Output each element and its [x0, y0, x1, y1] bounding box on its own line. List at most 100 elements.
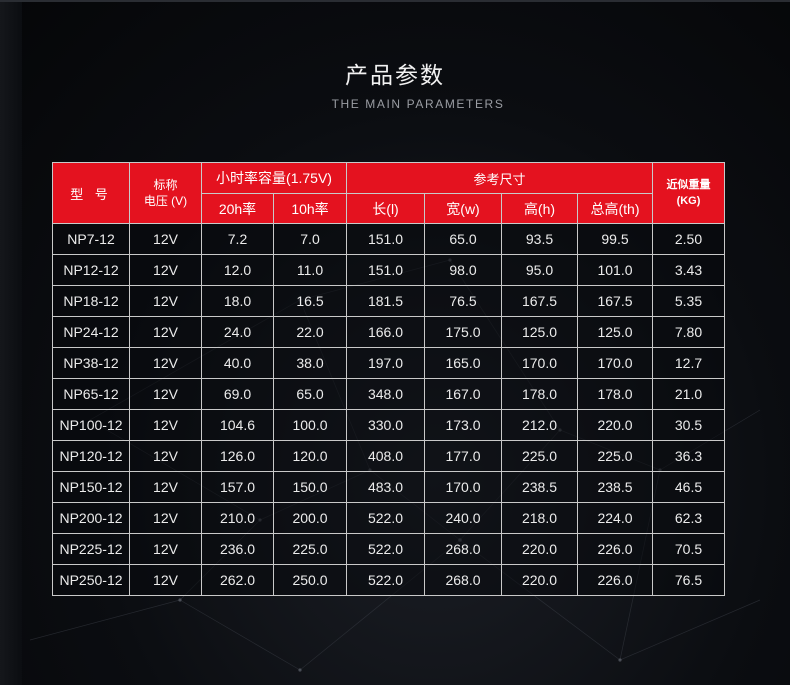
cell-rate20: 12.0 — [201, 254, 274, 286]
cell-length: 522.0 — [346, 502, 425, 534]
cell-total-height: 238.5 — [577, 471, 653, 503]
table-row: NP120-12 12V 126.0 120.0 408.0 177.0 225… — [52, 440, 725, 472]
cell-width: 65.0 — [424, 223, 502, 255]
cell-voltage: 12V — [129, 471, 202, 503]
cell-voltage: 12V — [129, 347, 202, 379]
cell-weight: 2.50 — [652, 223, 725, 255]
parameters-table: 型 号 标称 电压 (V) 小时率容量(1.75V) 参考尺寸 近似重量 (KG… — [52, 162, 725, 596]
cell-rate20: 24.0 — [201, 316, 274, 348]
cell-voltage: 12V — [129, 564, 202, 596]
cell-width: 76.5 — [424, 285, 502, 317]
cell-total-height: 99.5 — [577, 223, 653, 255]
header-length: 长(l) — [346, 193, 425, 224]
cell-voltage: 12V — [129, 502, 202, 534]
table-row: NP7-12 12V 7.2 7.0 151.0 65.0 93.5 99.5 … — [52, 223, 725, 255]
cell-length: 348.0 — [346, 378, 425, 410]
cell-rate20: 236.0 — [201, 533, 274, 565]
header-width: 宽(w) — [424, 193, 502, 224]
table-row: NP18-12 12V 18.0 16.5 181.5 76.5 167.5 1… — [52, 285, 725, 317]
cell-voltage: 12V — [129, 533, 202, 565]
header-dimensions: 参考尺寸 — [346, 162, 653, 194]
cell-voltage: 12V — [129, 409, 202, 441]
cell-weight: 7.80 — [652, 316, 725, 348]
cell-total-height: 226.0 — [577, 533, 653, 565]
cell-model: NP250-12 — [52, 564, 130, 596]
cell-model: NP200-12 — [52, 502, 130, 534]
cell-height: 125.0 — [501, 316, 578, 348]
cell-length: 151.0 — [346, 223, 425, 255]
cell-model: NP24-12 — [52, 316, 130, 348]
cell-voltage: 12V — [129, 316, 202, 348]
cell-weight: 3.43 — [652, 254, 725, 286]
cell-model: NP120-12 — [52, 440, 130, 472]
cell-rate10: 250.0 — [273, 564, 347, 596]
cell-model: NP100-12 — [52, 409, 130, 441]
cell-weight: 62.3 — [652, 502, 725, 534]
cell-rate10: 65.0 — [273, 378, 347, 410]
cell-length: 197.0 — [346, 347, 425, 379]
page-title: 产品参数 — [345, 63, 445, 89]
table-row: NP24-12 12V 24.0 22.0 166.0 175.0 125.0 … — [52, 316, 725, 348]
header-voltage-line2: 电压 (V) — [143, 194, 188, 208]
cell-total-height: 225.0 — [577, 440, 653, 472]
cell-rate20: 69.0 — [201, 378, 274, 410]
cell-width: 98.0 — [424, 254, 502, 286]
cell-length: 522.0 — [346, 564, 425, 596]
header-voltage: 标称 电压 (V) — [129, 162, 202, 224]
cell-rate10: 7.0 — [273, 223, 347, 255]
cell-width: 173.0 — [424, 409, 502, 441]
header-rate10: 10h率 — [273, 193, 347, 224]
cell-model: NP12-12 — [52, 254, 130, 286]
cell-weight: 36.3 — [652, 440, 725, 472]
cell-model: NP65-12 — [52, 378, 130, 410]
cell-width: 240.0 — [424, 502, 502, 534]
cell-voltage: 12V — [129, 378, 202, 410]
cell-length: 522.0 — [346, 533, 425, 565]
cell-weight: 30.5 — [652, 409, 725, 441]
cell-model: NP38-12 — [52, 347, 130, 379]
table-row: NP65-12 12V 69.0 65.0 348.0 167.0 178.0 … — [52, 378, 725, 410]
cell-length: 181.5 — [346, 285, 425, 317]
cell-weight: 12.7 — [652, 347, 725, 379]
cell-weight: 46.5 — [652, 471, 725, 503]
table-row: NP150-12 12V 157.0 150.0 483.0 170.0 238… — [52, 471, 725, 503]
cell-rate10: 22.0 — [273, 316, 347, 348]
cell-width: 175.0 — [424, 316, 502, 348]
table-row: NP200-12 12V 210.0 200.0 522.0 240.0 218… — [52, 502, 725, 534]
header-model: 型 号 — [52, 162, 130, 224]
cell-rate10: 150.0 — [273, 471, 347, 503]
table-row: NP100-12 12V 104.6 100.0 330.0 173.0 212… — [52, 409, 725, 441]
parameters-table-body: NP7-12 12V 7.2 7.0 151.0 65.0 93.5 99.5 … — [52, 223, 725, 596]
cell-rate10: 100.0 — [273, 409, 347, 441]
header-total-height: 总高(th) — [577, 193, 653, 224]
cell-total-height: 224.0 — [577, 502, 653, 534]
cell-rate10: 16.5 — [273, 285, 347, 317]
header-weight-line1: 近似重量 — [666, 179, 711, 191]
cell-model: NP18-12 — [52, 285, 130, 317]
page-subtitle: THE MAIN PARAMETERS — [331, 97, 505, 111]
table-row: NP12-12 12V 12.0 11.0 151.0 98.0 95.0 10… — [52, 254, 725, 286]
cell-length: 483.0 — [346, 471, 425, 503]
cell-height: 93.5 — [501, 223, 578, 255]
cell-height: 95.0 — [501, 254, 578, 286]
cell-rate20: 210.0 — [201, 502, 274, 534]
cell-length: 408.0 — [346, 440, 425, 472]
cell-length: 330.0 — [346, 409, 425, 441]
cell-model: NP150-12 — [52, 471, 130, 503]
cell-rate20: 7.2 — [201, 223, 274, 255]
cell-voltage: 12V — [129, 223, 202, 255]
cell-voltage: 12V — [129, 440, 202, 472]
cell-weight: 21.0 — [652, 378, 725, 410]
cell-model: NP225-12 — [52, 533, 130, 565]
cell-rate20: 157.0 — [201, 471, 274, 503]
cell-rate20: 262.0 — [201, 564, 274, 596]
cell-rate10: 225.0 — [273, 533, 347, 565]
cell-width: 268.0 — [424, 564, 502, 596]
cell-model: NP7-12 — [52, 223, 130, 255]
cell-weight: 5.35 — [652, 285, 725, 317]
table-row: NP38-12 12V 40.0 38.0 197.0 165.0 170.0 … — [52, 347, 725, 379]
cell-rate20: 104.6 — [201, 409, 274, 441]
table-row: NP250-12 12V 262.0 250.0 522.0 268.0 220… — [52, 564, 725, 596]
cell-rate20: 18.0 — [201, 285, 274, 317]
cell-total-height: 220.0 — [577, 409, 653, 441]
